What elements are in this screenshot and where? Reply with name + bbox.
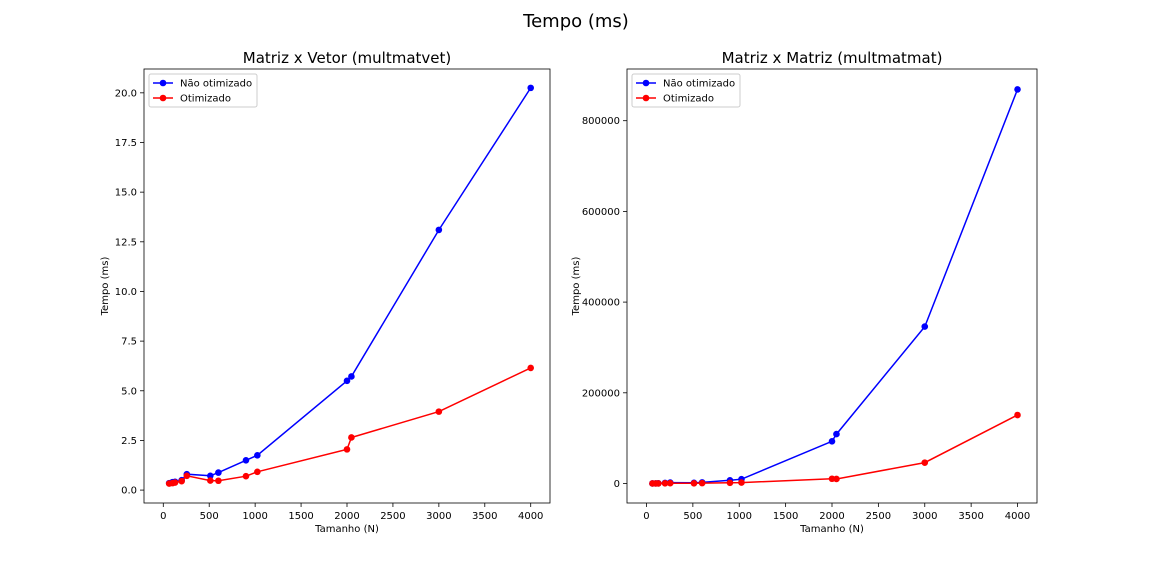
- data-point: [348, 373, 355, 380]
- y-tick-label: 10.0: [115, 287, 137, 298]
- legend-box: [631, 73, 741, 108]
- legend-marker: [159, 94, 167, 102]
- x-tick-label: 2500: [380, 511, 405, 522]
- data-point: [435, 408, 443, 415]
- data-point: [343, 377, 351, 385]
- data-point: [833, 430, 840, 438]
- x-tick-label: 1000: [242, 511, 267, 522]
- y-tick-label: 17.5: [115, 138, 137, 149]
- x-axis-label: Tamanho (N): [314, 524, 379, 535]
- data-point: [1014, 86, 1021, 93]
- data-point: [242, 472, 250, 480]
- y-tick-label: 15.0: [115, 188, 137, 199]
- x-tick-label: 1500: [288, 511, 313, 522]
- data-point: [435, 226, 443, 234]
- y-tick-label: 2.5: [121, 436, 137, 447]
- plot-frame: [626, 68, 1038, 504]
- chart-panel-multmatmat: Matriz x Matriz (multmatmat) 0 500 1000 1500…: [571, 49, 1038, 535]
- x-tick-label: 500: [200, 511, 219, 522]
- data-point: [242, 456, 250, 464]
- x-tick-label: 2000: [334, 511, 359, 522]
- x-tick-label: 0: [160, 511, 166, 522]
- x-tick-label: 3000: [912, 511, 937, 522]
- data-point: [1014, 411, 1021, 419]
- data-point: [666, 479, 674, 487]
- chart-title: Matriz x Matriz (multmatmat): [722, 49, 943, 67]
- y-axis-label: Tempo (ms): [571, 257, 582, 317]
- chart-panel-multmatvet: Matriz x Vetor (multmatvet) 0 500 1000 1500 2…: [100, 49, 551, 535]
- y-tick-label: 200000: [582, 388, 620, 399]
- legend-label: Otimizado: [663, 94, 714, 105]
- y-tick-label: 400000: [582, 298, 620, 309]
- legend-marker: [159, 79, 167, 87]
- data-point: [921, 323, 929, 330]
- y-tick-label: 800000: [582, 116, 620, 127]
- data-point: [661, 480, 669, 487]
- data-point: [348, 434, 355, 441]
- x-tick-label: 3000: [426, 511, 451, 522]
- data-point: [655, 480, 662, 487]
- data-point: [207, 472, 214, 480]
- chart-title: Matriz x Vetor (multmatvet): [243, 49, 452, 67]
- x-axis-label: Tamanho (N): [799, 524, 864, 535]
- data-point: [690, 479, 698, 487]
- data-point: [698, 479, 706, 487]
- y-tick-label: 0: [614, 479, 620, 490]
- data-point: [828, 438, 836, 445]
- data-point: [833, 475, 840, 483]
- x-tick-label: 500: [683, 511, 702, 522]
- legend-label: Não otimizado: [180, 79, 252, 90]
- data-point: [738, 479, 745, 486]
- y-tick-label: 12.5: [115, 237, 137, 248]
- data-point: [921, 459, 929, 466]
- y-tick-label: 5.0: [121, 386, 137, 397]
- legend-label: Otimizado: [180, 94, 231, 105]
- data-point: [171, 479, 179, 486]
- data-point: [726, 479, 734, 487]
- figure-suptitle: Tempo (ms): [522, 11, 629, 32]
- plot-frame: [143, 68, 551, 504]
- data-point: [254, 468, 261, 476]
- data-point: [527, 84, 535, 92]
- y-tick-label: 7.5: [121, 337, 137, 348]
- x-tick-label: 1500: [773, 511, 798, 522]
- x-tick-label: 4000: [518, 511, 543, 522]
- data-point: [178, 477, 185, 485]
- data-point: [343, 446, 351, 453]
- data-point: [527, 364, 535, 372]
- x-tick-label: 1000: [727, 511, 752, 522]
- y-tick-label: 20.0: [115, 88, 137, 99]
- y-axis-label: Tempo (ms): [100, 257, 111, 317]
- y-tick-label: 600000: [582, 207, 620, 218]
- data-point: [207, 477, 214, 484]
- x-tick-label: 2500: [866, 511, 891, 522]
- x-tick-label: 4000: [1005, 511, 1030, 522]
- x-tick-label: 3500: [472, 511, 497, 522]
- x-tick-label: 0: [643, 511, 649, 522]
- data-point: [215, 477, 222, 485]
- legend-box: [148, 73, 258, 108]
- data-point: [183, 472, 191, 480]
- legend-marker: [642, 79, 650, 87]
- legend-marker: [642, 94, 650, 102]
- x-tick-label: 2000: [819, 511, 844, 522]
- data-point: [254, 452, 261, 459]
- x-tick-label: 3500: [958, 511, 983, 522]
- legend-label: Não otimizado: [663, 79, 735, 90]
- data-point: [215, 469, 222, 476]
- y-tick-label: 0.0: [121, 486, 137, 497]
